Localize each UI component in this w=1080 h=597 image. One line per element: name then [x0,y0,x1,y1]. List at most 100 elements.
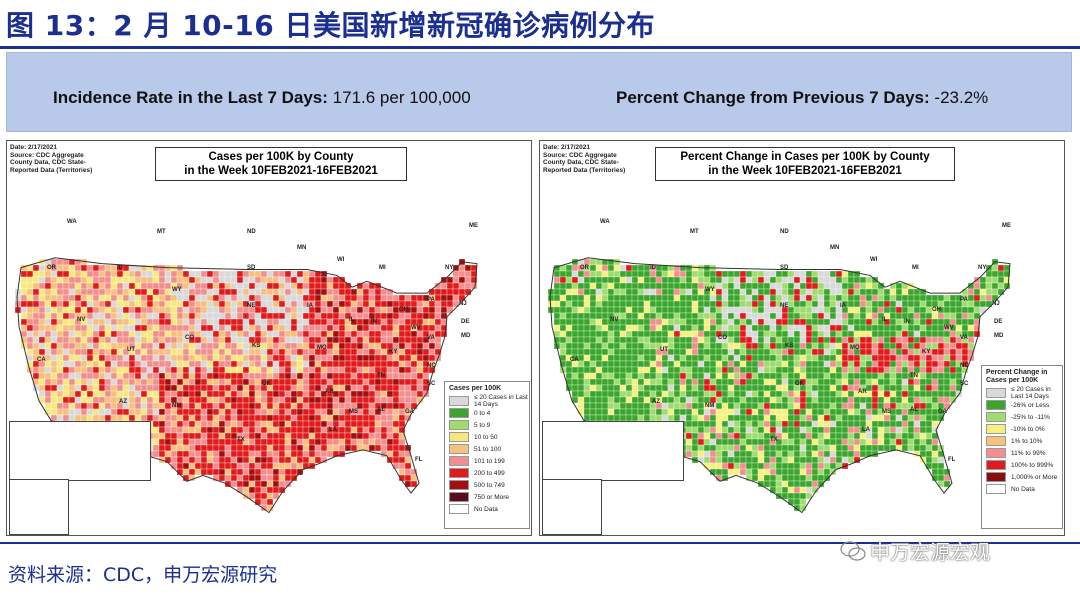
county-cell [805,360,813,368]
county-cell [68,270,76,278]
county-cell [715,312,723,320]
county-cell [685,408,693,416]
county-cell [200,420,208,428]
county-cell [302,312,310,320]
county-cell [272,474,280,482]
county-cell [763,360,771,368]
county-cell [200,354,208,362]
county-cell [290,432,298,440]
county-cell [410,366,418,374]
county-cell [679,408,687,416]
county-cell [697,300,705,308]
county-cell [170,420,178,428]
county-cell [230,426,238,434]
county-cell [883,306,891,314]
county-cell [721,342,729,350]
county-cell [607,354,615,362]
county-cell [44,288,52,296]
county-cell [673,300,681,308]
county-cell [224,456,232,464]
county-cell [104,336,112,344]
county-cell [224,306,232,314]
county-cell [278,444,286,452]
county-cell [949,366,957,374]
county-cell [637,408,645,416]
county-cell [919,450,927,458]
county-cell [146,288,154,296]
county-cell [338,324,346,332]
county-cell [416,342,424,350]
county-cell [386,414,394,422]
county-cell [817,438,825,446]
county-cell [673,306,681,314]
county-cell [757,390,765,398]
county-cell [727,336,735,344]
legend-item: -26% or Less [982,399,1062,411]
county-cell [200,288,208,296]
county-cell [98,300,106,308]
county-cell [92,324,100,332]
county-cell [50,342,58,350]
county-cell [272,348,280,356]
county-cell [643,408,651,416]
county-cell [194,288,202,296]
county-cell [176,318,184,326]
county-cell [823,420,831,428]
county-cell [50,336,58,344]
county-cell [823,426,831,434]
county-cell [817,348,825,356]
county-cell [745,426,753,434]
county-cell [200,342,208,350]
county-cell [86,324,94,332]
county-cell [212,414,220,422]
county-cell [865,336,873,344]
county-cell [745,270,753,278]
county-cell [140,360,148,368]
county-cell [637,342,645,350]
county-cell [380,312,388,320]
county-cell [206,336,214,344]
county-cell [709,294,717,302]
county-cell [727,378,735,386]
county-cell [877,390,885,398]
county-cell [80,402,88,410]
county-cell [218,420,226,428]
county-cell [302,426,310,434]
county-cell [362,408,370,416]
county-cell [230,414,238,422]
county-cell [739,378,747,386]
county-cell [116,294,124,302]
county-cell [380,420,388,428]
county-cell [781,492,789,500]
county-cell [140,300,148,308]
state-label: ND [247,229,256,235]
county-cell [272,408,280,416]
county-cell [631,318,639,326]
state-label: SC [427,381,436,387]
county-cell [913,414,921,422]
county-cell [655,366,663,374]
county-cell [248,444,256,452]
county-cell [715,354,723,362]
county-cell [769,276,777,284]
county-cell [721,288,729,296]
county-cell [655,276,663,284]
county-cell [643,312,651,320]
county-cell [224,432,232,440]
county-cell [637,384,645,392]
county-cell [763,270,771,278]
county-cell [685,450,693,458]
county-cell [116,390,124,398]
county-cell [685,312,693,320]
county-cell [356,336,364,344]
county-cell [823,294,831,302]
county-cell [919,324,927,332]
county-cell [368,306,376,314]
county-cell [625,372,633,380]
county-cell [386,384,394,392]
county-cell [110,372,118,380]
county-cell [242,444,250,452]
county-cell [338,366,346,374]
county-cell [266,288,274,296]
county-cell [38,312,46,320]
